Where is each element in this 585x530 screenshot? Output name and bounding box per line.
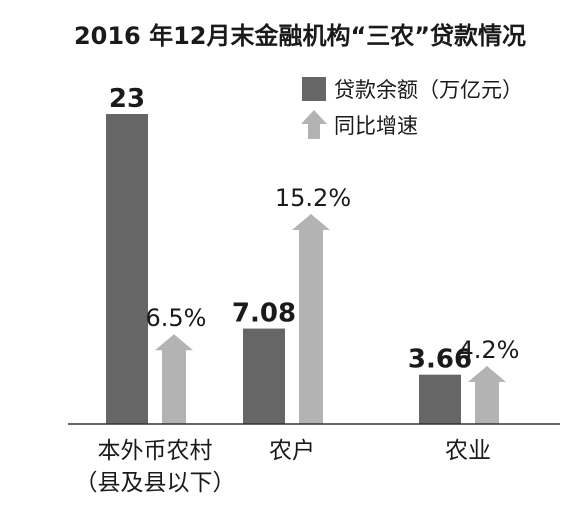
x-tick-label-2-0: 农业 [445, 438, 491, 464]
bar-balance-1 [243, 328, 285, 424]
x-tick-label-0-1: （县及县以下） [75, 470, 236, 496]
bar-balance-2 [419, 374, 461, 424]
x-axis-labels: 本外币农村 （县及县以下） 农户 农业 [75, 438, 492, 496]
bar-balance-label-2: 3.66 [408, 345, 472, 375]
arrow-growth-label-1: 15.2% [275, 184, 351, 212]
arrow-growth-0 [155, 334, 193, 424]
legend: 贷款余额（万亿元） 同比增速 [301, 77, 523, 139]
bar-balance-label-0: 23 [109, 84, 145, 114]
x-tick-label-0-0: 本外币农村 [98, 438, 213, 464]
x-tick-label-1-0: 农户 [269, 438, 315, 464]
bar-balance-label-1: 7.08 [232, 299, 296, 329]
legend-swatch-balance [302, 77, 326, 101]
bar-balance-0 [106, 114, 148, 424]
arrow-growth-2 [468, 365, 506, 424]
legend-label-growth: 同比增速 [334, 114, 418, 138]
legend-arrow-growth [301, 110, 327, 139]
arrow-growth-1 [292, 214, 330, 424]
arrow-growth-label-2: 4.2% [459, 336, 520, 364]
legend-label-balance: 贷款余额（万亿元） [334, 78, 523, 102]
arrow-growth-label-0: 6.5% [146, 304, 207, 332]
chart-marks: 23 6.5% 7.08 15.2% 3.664.2% [106, 84, 519, 424]
chart-title: 2016 年12月末金融机构“三农”贷款情况 [74, 22, 526, 50]
